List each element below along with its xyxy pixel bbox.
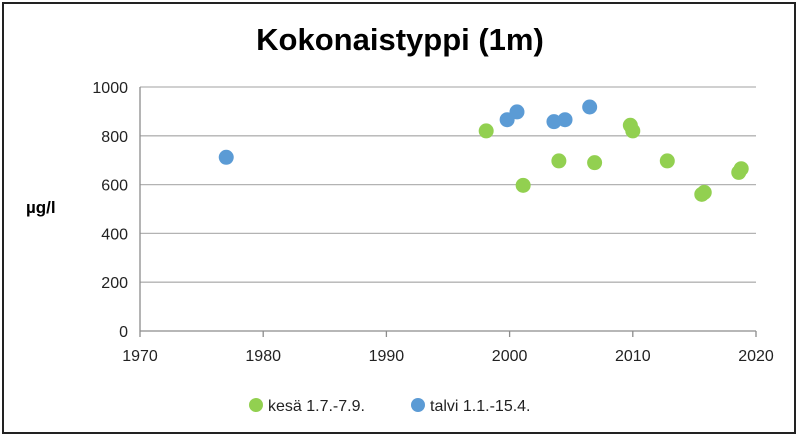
chart-frame: [2, 2, 796, 434]
x-tick-label: 1980: [245, 348, 281, 365]
y-tick-label: 800: [101, 129, 128, 146]
y-tick-label: 0: [119, 324, 128, 341]
legend-marker: [249, 398, 263, 412]
y-tick-label: 400: [101, 226, 128, 243]
kesa-point: [551, 153, 567, 169]
talvi-point: [218, 149, 234, 165]
kesa-point: [659, 153, 675, 169]
y-tick-label: 1000: [92, 80, 128, 97]
y-tick-label: 200: [101, 275, 128, 292]
x-tick-label: 1990: [369, 348, 405, 365]
kesa-point: [478, 123, 494, 139]
x-tick-label: 2010: [615, 348, 651, 365]
data-points: [218, 99, 749, 202]
kesa-point: [733, 161, 749, 177]
axes: [139, 87, 757, 337]
kesa-point: [625, 123, 641, 139]
x-tick-label: 1970: [122, 348, 158, 365]
y-tick-labels: 0 200 400 600 800 1000: [92, 80, 128, 341]
kesa-point: [587, 155, 603, 171]
talvi-point: [557, 112, 573, 128]
talvi-point: [546, 114, 562, 130]
legend-label: kesä 1.7.-7.9.: [268, 398, 365, 415]
talvi-point: [582, 99, 598, 115]
talvi-point: [509, 104, 525, 120]
kesa-point: [696, 184, 712, 200]
kesa-point: [515, 177, 531, 193]
y-axis-label: µg/l: [26, 198, 56, 217]
legend: kesä 1.7.-7.9. talvi 1.1.-15.4.: [249, 398, 531, 415]
legend-label: talvi 1.1.-15.4.: [430, 398, 531, 415]
chart-title: Kokonaistyppi (1m): [256, 22, 544, 57]
x-tick-labels: 1970 1980 1990 2000 2010 2020: [122, 348, 774, 365]
gridlines: [140, 86, 756, 283]
legend-marker: [411, 398, 425, 412]
y-tick-label: 600: [101, 178, 128, 195]
x-tick-label: 2000: [492, 348, 528, 365]
x-tick-label: 2020: [738, 348, 774, 365]
